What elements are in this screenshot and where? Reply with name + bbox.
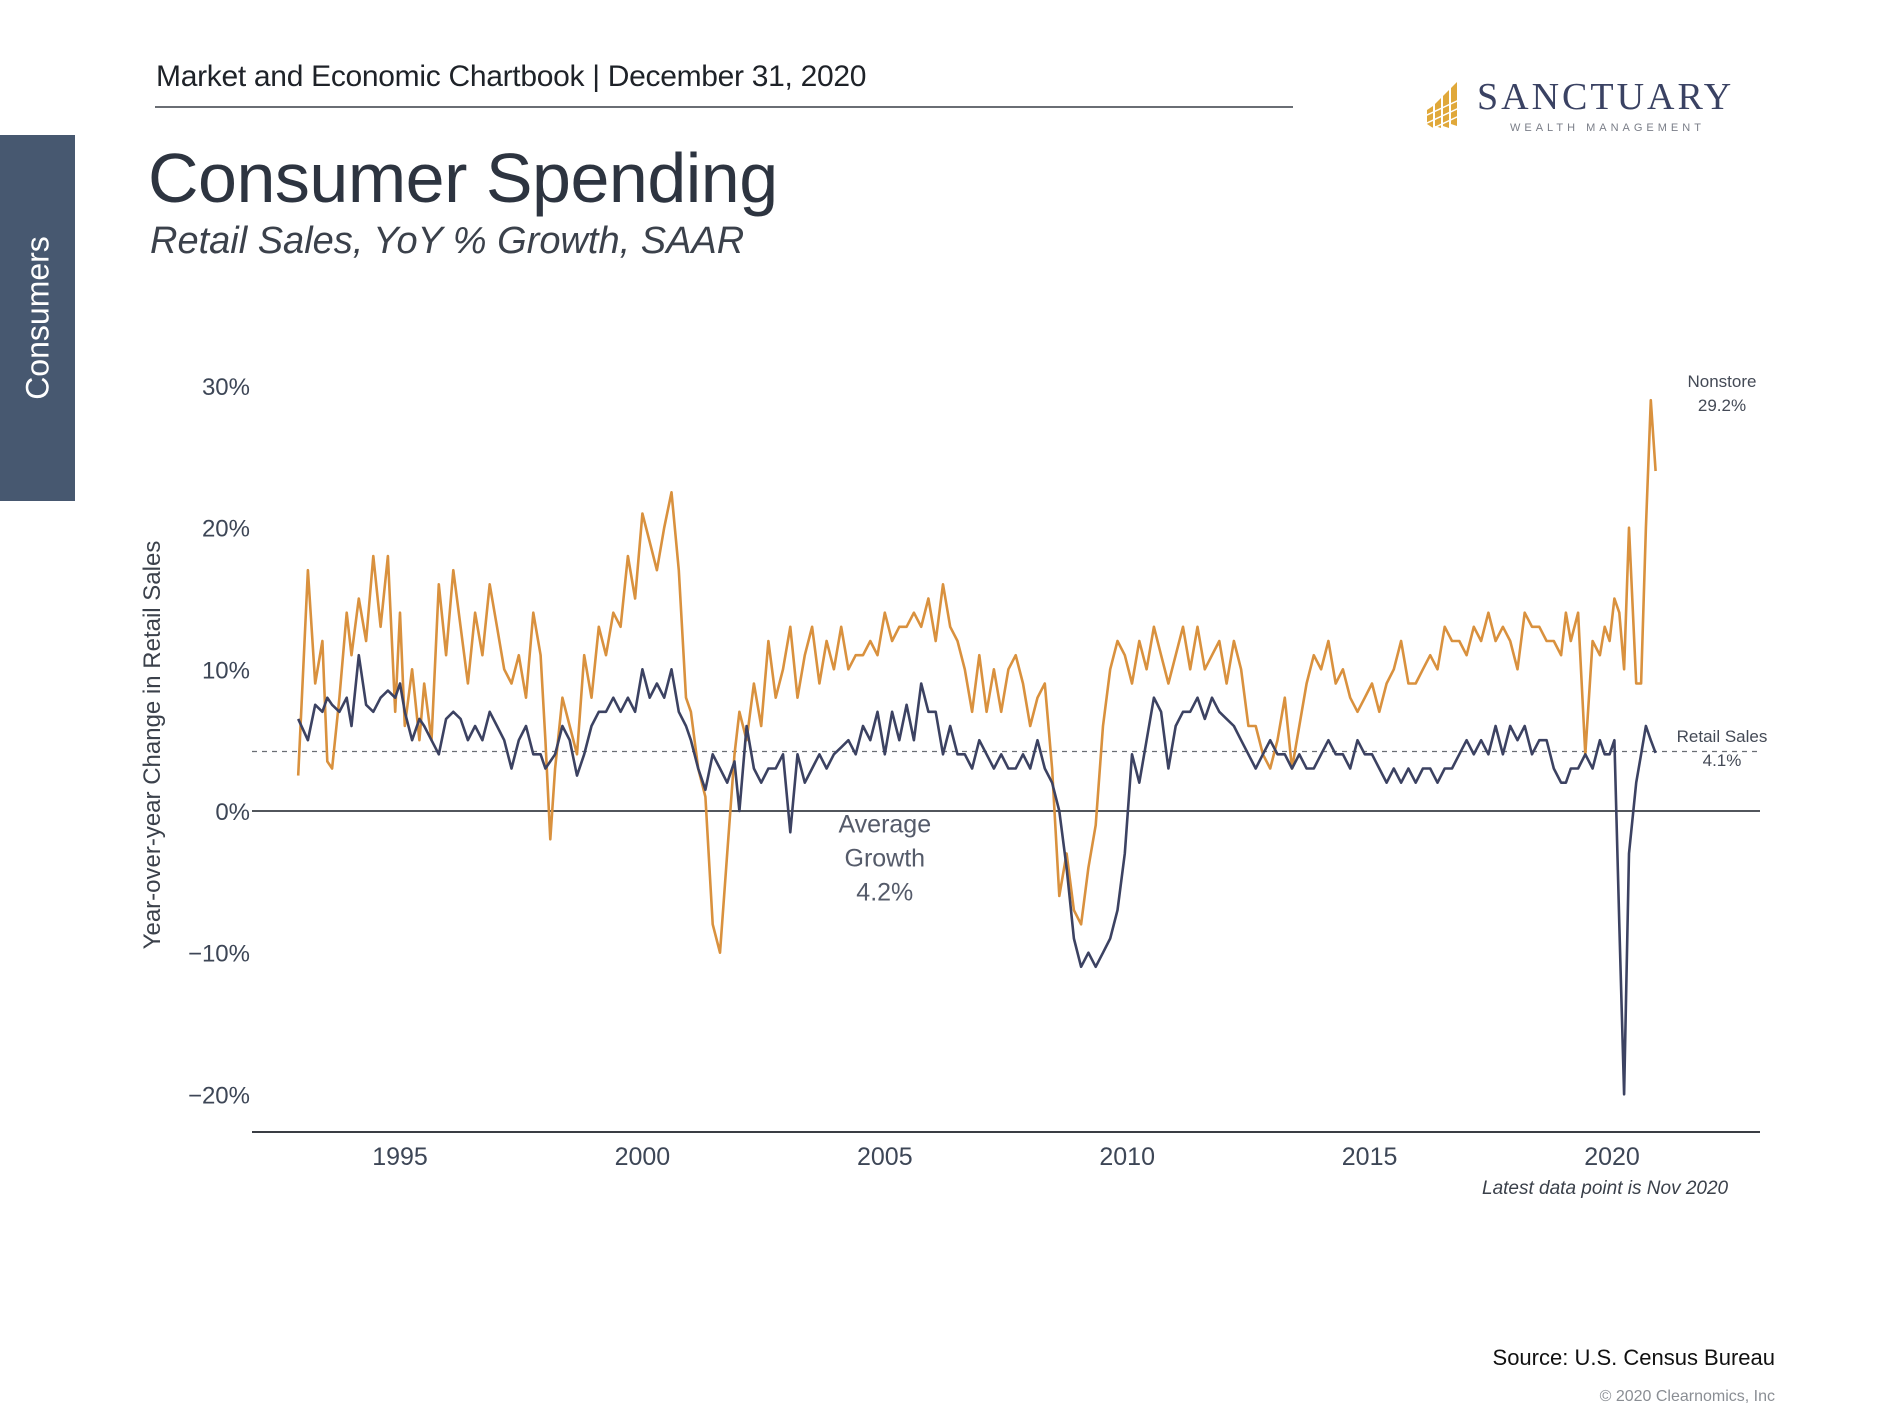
report-header: Market and Economic Chartbook | December…	[156, 60, 867, 93]
series-end-value: 4.1%	[1703, 751, 1742, 770]
average-growth-annotation: 4.2%	[856, 878, 913, 906]
series-line-nonstore	[296, 398, 1657, 955]
wheat-logo-icon	[1425, 82, 1460, 130]
series-end-value: 29.2%	[1698, 396, 1746, 415]
copyright-note: © 2020 Clearnomics, Inc	[1599, 1388, 1775, 1405]
average-growth-annotation: Average	[838, 810, 931, 838]
y-tick-label: 20%	[202, 516, 250, 543]
x-tick-label: 2000	[615, 1143, 671, 1171]
x-tick-label: 1995	[372, 1143, 428, 1171]
logo-tagline: WEALTH MANAGEMENT	[1510, 122, 1705, 134]
x-tick-label: 2005	[857, 1143, 913, 1171]
y-tick-label: −10%	[188, 941, 250, 968]
y-axis-title: Year-over-year Change in Retail Sales	[139, 541, 166, 950]
section-tab: Consumers	[0, 135, 75, 501]
y-tick-label: 10%	[202, 657, 250, 684]
source-note: Source: U.S. Census Bureau	[1492, 1345, 1775, 1370]
x-tick-label: 2015	[1342, 1143, 1398, 1171]
y-tick-label: 0%	[215, 799, 250, 826]
x-tick-label: 2010	[1099, 1143, 1155, 1171]
y-tick-label: 30%	[202, 374, 250, 401]
page-title: Consumer Spending	[148, 139, 778, 217]
series-end-label: Nonstore	[1688, 372, 1757, 391]
x-tick-label: 2020	[1584, 1143, 1640, 1171]
logo-name: SANCTUARY	[1477, 76, 1735, 118]
average-growth-annotation: Growth	[845, 844, 926, 872]
latest-data-note: Latest data point is Nov 2020	[1482, 1178, 1729, 1199]
series-end-label: Retail Sales	[1677, 727, 1768, 746]
company-logo: SANCTUARY WEALTH MANAGEMENT	[1425, 75, 1731, 145]
page-subtitle: Retail Sales, YoY % Growth, SAAR	[150, 220, 745, 262]
y-tick-label: −20%	[188, 1082, 250, 1109]
header-divider	[155, 106, 1293, 108]
series-line-retail-sales	[297, 653, 1657, 1096]
